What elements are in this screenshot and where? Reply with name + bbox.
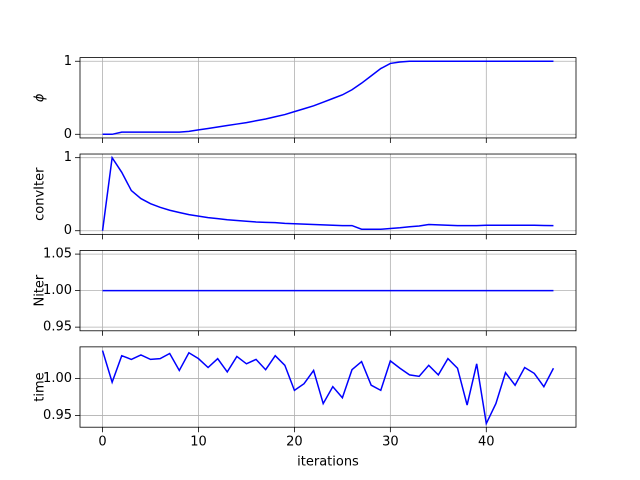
x-tick-label: 0 — [98, 435, 106, 450]
axes-frame — [79, 153, 577, 235]
y-tick-label: 1.00 — [43, 283, 72, 298]
x-axis-label: iterations — [297, 455, 359, 470]
axes-frame — [79, 250, 577, 332]
x-tick-label: 40 — [478, 435, 495, 450]
y-tick-label: 1 — [64, 150, 72, 165]
y-tick-label: 0.95 — [43, 408, 72, 423]
y-axis-label: ϕ — [33, 93, 48, 102]
y-tick-label: 1 — [64, 54, 72, 69]
data-line — [102, 60, 554, 136]
y-tick-label: 0 — [64, 223, 72, 238]
data-line — [101, 155, 554, 231]
y-tick-label: 1.00 — [43, 371, 72, 386]
y-axis-label: Niter — [33, 274, 48, 306]
y-axis-label: convIter — [33, 167, 48, 221]
axes-frame — [79, 346, 577, 428]
y-tick-label: 0.95 — [43, 320, 72, 335]
y-tick-label: 0 — [64, 127, 72, 142]
axes-frame — [79, 57, 577, 139]
data-line — [101, 350, 555, 426]
x-tick-label: 10 — [190, 435, 207, 450]
x-tick-label: 30 — [382, 435, 399, 450]
y-axis-label: time — [33, 372, 48, 401]
y-tick-label: 1.05 — [43, 247, 72, 262]
x-tick-label: 20 — [286, 435, 303, 450]
